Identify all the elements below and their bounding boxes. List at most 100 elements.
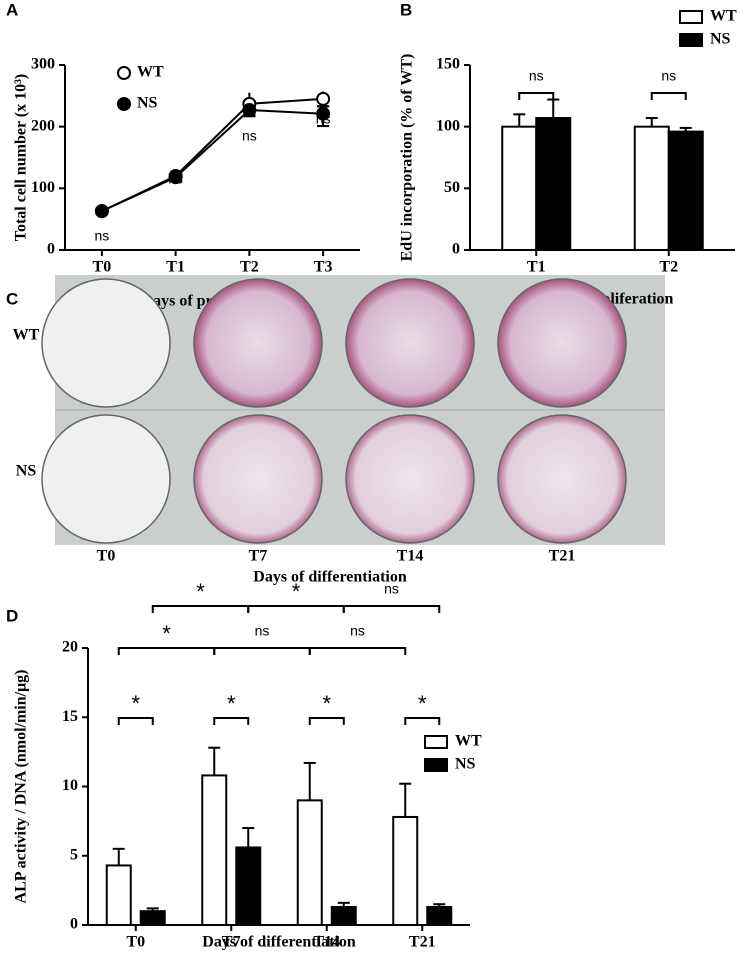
row-label: WT: [13, 327, 40, 344]
column-label: T14: [397, 548, 424, 565]
legend-swatch: [424, 758, 448, 772]
bar: [235, 846, 262, 926]
y-tick-label: 20: [62, 639, 78, 656]
annotation: *: [418, 691, 427, 716]
significance-bracket: [650, 92, 687, 100]
marker: [94, 204, 109, 219]
y-axis-label: EdU incorporation (% of WT): [399, 54, 416, 262]
column-label: T21: [549, 548, 576, 565]
y-tick-label: 50: [444, 179, 460, 196]
row-label: NS: [16, 463, 37, 480]
significance-bracket: [308, 717, 345, 725]
bar: [501, 125, 538, 251]
y-tick-label: 10: [62, 777, 78, 794]
bar: [535, 117, 572, 251]
bar: [296, 799, 323, 926]
x-tick-label: T2: [659, 259, 678, 276]
legend-label: WT: [137, 64, 164, 81]
panel-letter: D: [6, 606, 18, 625]
marker: [316, 91, 331, 106]
bar: [633, 125, 670, 251]
legend-label: NS: [710, 31, 731, 48]
significance-bracket: [213, 717, 250, 725]
well: [497, 278, 627, 408]
legend-label: WT: [455, 733, 482, 750]
annotation: ns: [168, 171, 183, 187]
y-tick-label: 5: [70, 846, 78, 863]
bar: [139, 910, 166, 927]
significance-bracket: [518, 92, 555, 100]
x-tick-label: T0: [126, 934, 145, 951]
annotation: ns: [316, 111, 331, 127]
well: [193, 278, 323, 408]
significance-bracket: [213, 647, 311, 655]
bar: [667, 130, 704, 252]
significance-bracket: [117, 717, 154, 725]
y-tick-label: 100: [31, 179, 55, 196]
annotation: *: [131, 691, 140, 716]
marker: [242, 103, 257, 118]
legend-swatch: [424, 735, 448, 749]
x-axis-label: Days of differentiation: [253, 569, 407, 586]
y-tick-label: 0: [47, 241, 55, 258]
well: [193, 414, 323, 544]
legend-label: NS: [455, 756, 476, 773]
bar: [105, 864, 132, 927]
annotation: *: [322, 691, 331, 716]
panel-letter: B: [400, 0, 412, 19]
legend-label: WT: [710, 8, 737, 25]
significance-bracket: [151, 605, 250, 613]
bar: [426, 905, 453, 926]
significance-bracket: [404, 717, 441, 725]
x-tick-label: T1: [527, 259, 546, 276]
x-tick-label: T3: [314, 259, 333, 276]
significance-bracket: [117, 647, 216, 655]
x-axis-label: Days of differentiation: [202, 934, 356, 951]
y-tick-label: 100: [436, 117, 460, 134]
column-label: T0: [97, 548, 116, 565]
marker: [168, 170, 183, 185]
y-tick-label: 200: [31, 117, 55, 134]
annotation: *: [162, 621, 171, 646]
y-axis-label: Total cell number (x 10³): [13, 74, 30, 241]
x-tick-label: T7: [222, 934, 241, 951]
well: [497, 414, 627, 544]
annotation: ns: [661, 68, 676, 84]
bar: [201, 774, 228, 926]
y-tick-label: 0: [452, 241, 460, 258]
y-tick-label: 300: [31, 56, 55, 73]
legend-swatch: [679, 33, 703, 47]
well: [41, 414, 171, 544]
legend-marker: [117, 66, 131, 80]
annotation: ns: [529, 68, 544, 84]
line: [101, 97, 324, 213]
annotation: ns: [350, 623, 365, 639]
panel-letter: C: [6, 289, 18, 308]
annotation: ns: [384, 581, 399, 597]
annotation: ns: [94, 228, 109, 244]
x-tick-label: T14: [313, 934, 340, 951]
annotation: *: [227, 691, 236, 716]
y-tick-label: 150: [436, 56, 460, 73]
bar: [392, 815, 419, 926]
column-label: T7: [249, 548, 268, 565]
line: [101, 108, 324, 213]
legend-swatch: [679, 10, 703, 24]
y-axis-label: ALP activity / DNA (nmol/min/μg): [13, 670, 30, 904]
annotation: *: [196, 579, 205, 604]
legend-label: NS: [137, 95, 158, 112]
well: [41, 278, 171, 408]
y-tick-label: 15: [62, 708, 78, 725]
x-tick-label: T2: [240, 259, 259, 276]
bar: [330, 905, 357, 926]
marker: [316, 106, 331, 121]
y-tick-label: 0: [70, 916, 78, 933]
legend-marker: [117, 97, 131, 111]
significance-bracket: [342, 605, 441, 613]
x-tick-label: T21: [409, 934, 436, 951]
x-tick-label: T0: [93, 259, 112, 276]
annotation: ns: [242, 128, 257, 144]
panel-letter: A: [6, 0, 18, 19]
well: [345, 414, 475, 544]
